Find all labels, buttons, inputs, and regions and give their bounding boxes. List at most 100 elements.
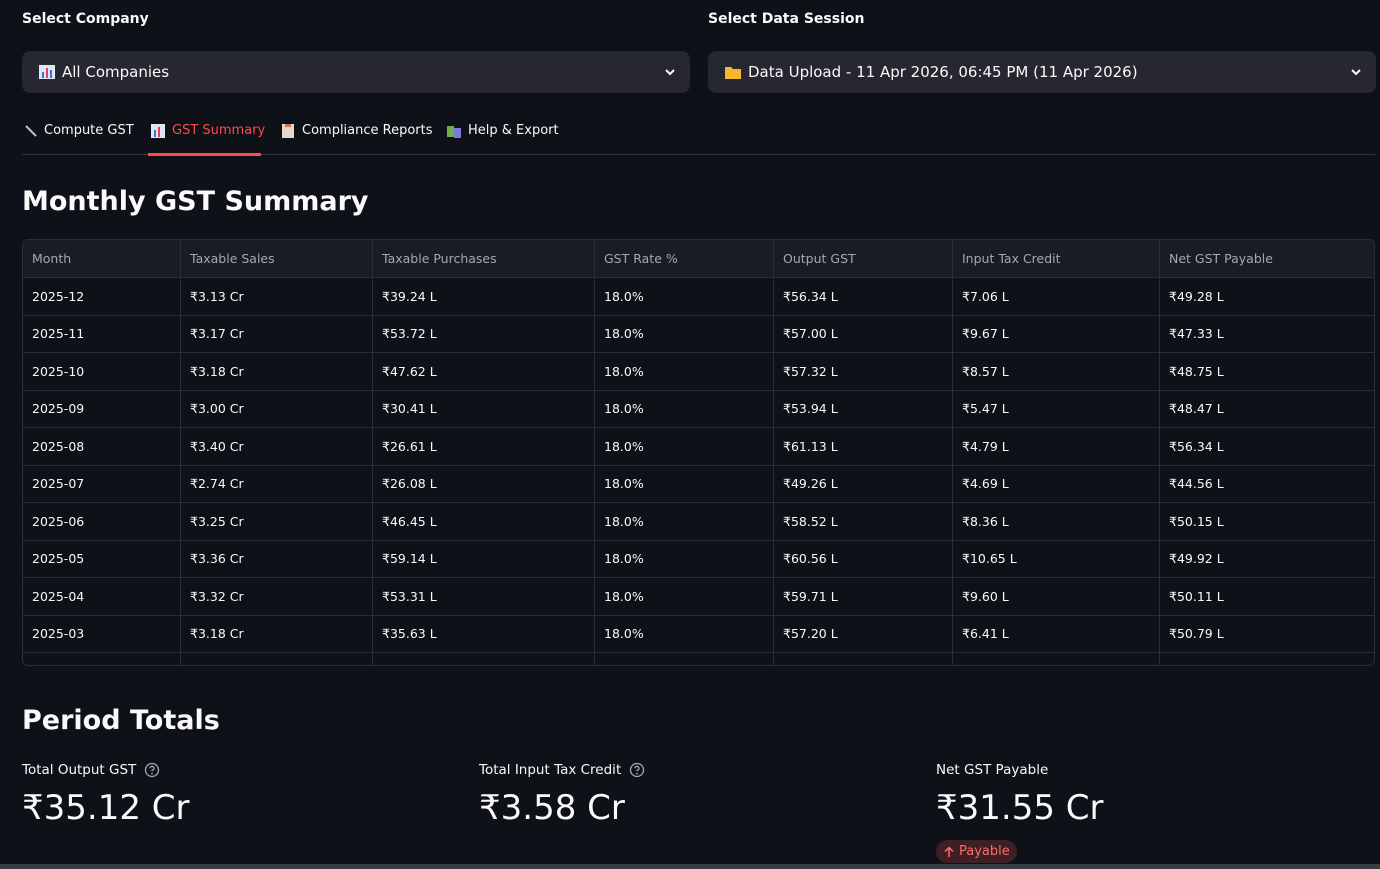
table-cell: ₹8.36 L [953,503,1160,541]
table-cell: 18.0% [595,465,774,503]
help-icon[interactable] [144,762,160,778]
table-cell: ₹59.14 L [373,540,595,578]
table-cell: ₹9.60 L [953,578,1160,616]
chevron [665,69,675,76]
table-cell: ₹50.11 L [1160,578,1374,616]
metric-delta-text: Payable [959,844,1010,859]
table-cell: ₹53.72 L [373,315,595,353]
table-cell: 18.0% [595,503,774,541]
metric-label: Net GST Payable [936,762,1048,778]
table-cell: ₹9.67 L [953,315,1160,353]
table-filler [23,653,181,665]
table-cell: 18.0% [595,615,774,653]
table-cell: ₹61.13 L [774,428,953,466]
table-cell: ₹6.41 L [953,615,1160,653]
table-cell: ₹59.71 L [774,578,953,616]
table-cell: ₹47.33 L [1160,316,1374,353]
column-header: GST Rate % [595,240,774,278]
table-cell: ₹3.17 Cr [181,315,373,353]
tab-label: Help & Export [468,123,559,138]
table-cell: ₹4.79 L [953,428,1160,466]
icon [39,65,55,79]
table-cell: ₹2.74 Cr [181,465,373,503]
table-cell: ₹3.13 Cr [181,278,373,316]
arrow-icon [944,845,954,857]
metric-label: Total Input Tax Credit [479,762,645,778]
table-filler [774,653,953,665]
session-select[interactable]: Data Upload - 11 Apr 2026, 06:45 PM (11 … [708,51,1376,93]
column-header: Month [23,240,181,278]
company-select[interactable]: All Companies [22,51,690,93]
table-cell: ₹26.08 L [373,465,595,503]
tab[interactable]: Compute GST [24,123,134,138]
table-filler [373,653,595,665]
table-cell: 18.0% [595,428,774,466]
table-cell: ₹8.57 L [953,353,1160,391]
tab-label: GST Summary [172,123,266,138]
table-cell: ₹46.45 L [373,503,595,541]
icon [447,125,461,138]
data-table: Month Taxable Sales Taxable Purchases GST R… [22,239,1375,666]
tab-rule [22,154,1375,155]
table-cell: 18.0% [595,278,774,316]
table-cell: 18.0% [595,578,774,616]
table-cell: ₹4.69 L [953,465,1160,503]
metric-label-text: Net GST Payable [936,762,1049,778]
table-cell: 2025-03 [23,615,181,653]
table-cell: 2025-10 [23,353,181,391]
table-cell: ₹35.63 L [373,615,595,653]
table-cell: ₹53.31 L [373,578,595,616]
table-cell: ₹3.25 Cr [181,503,373,541]
table-cell: ₹26.61 L [373,428,595,466]
icon [725,67,741,79]
table-cell: ₹3.32 Cr [181,578,373,616]
table-cell: ₹30.41 L [373,390,595,428]
select-value: All Companies [62,63,170,81]
table-cell: 2025-06 [23,503,181,541]
column-header: Net GST Payable [1160,240,1374,278]
table-cell: ₹3.40 Cr [181,428,373,466]
table-cell: ₹57.20 L [774,615,953,653]
icon [282,123,294,138]
table-cell: ₹7.06 L [953,278,1160,316]
table-cell: 2025-05 [23,540,181,578]
table-cell: ₹50.79 L [1160,616,1374,653]
metric-label-text: Total Output GST [22,762,137,778]
table-cell: ₹56.34 L [1160,428,1374,466]
table-cell: ₹60.56 L [774,540,953,578]
table-cell: ₹57.00 L [774,315,953,353]
tab[interactable]: Compliance Reports [281,123,433,138]
table-cell: ₹48.47 L [1160,391,1374,428]
table-cell: 18.0% [595,353,774,391]
icon [151,123,165,138]
table-cell: ₹10.65 L [953,540,1160,578]
table-filler [1160,653,1374,665]
table-cell: 2025-09 [23,390,181,428]
tab-active[interactable]: GST Summary [151,123,265,138]
table-cell: 2025-07 [23,465,181,503]
table-cell: ₹47.62 L [373,353,595,391]
column-header: Input Tax Credit [953,240,1160,278]
table-cell: ₹50.15 L [1160,503,1374,541]
table-cell: ₹3.36 Cr [181,540,373,578]
table-cell: ₹56.34 L [774,278,953,316]
table-filler [181,653,373,665]
metric-value: ₹3.58 Cr [479,788,625,828]
table-cell: 18.0% [595,390,774,428]
tab[interactable]: Help & Export [447,123,559,138]
metric-value: ₹35.12 Cr [22,788,190,828]
table-cell: ₹48.75 L [1160,353,1374,391]
table-cell: ₹53.94 L [774,390,953,428]
metric-delta: Payable [936,840,1017,863]
table-cell: ₹49.26 L [774,465,953,503]
table-cell: 2025-12 [23,278,181,316]
table-cell: ₹39.24 L [373,278,595,316]
help-icon[interactable] [629,762,645,778]
metric-label-text: Total Input Tax Credit [479,762,622,778]
tab-label: Compliance Reports [302,123,433,138]
select-label: Select Data Session [708,11,865,27]
table-cell: ₹49.28 L [1160,278,1374,316]
section-title: Monthly GST Summary [22,186,369,217]
chevron [1351,69,1361,76]
